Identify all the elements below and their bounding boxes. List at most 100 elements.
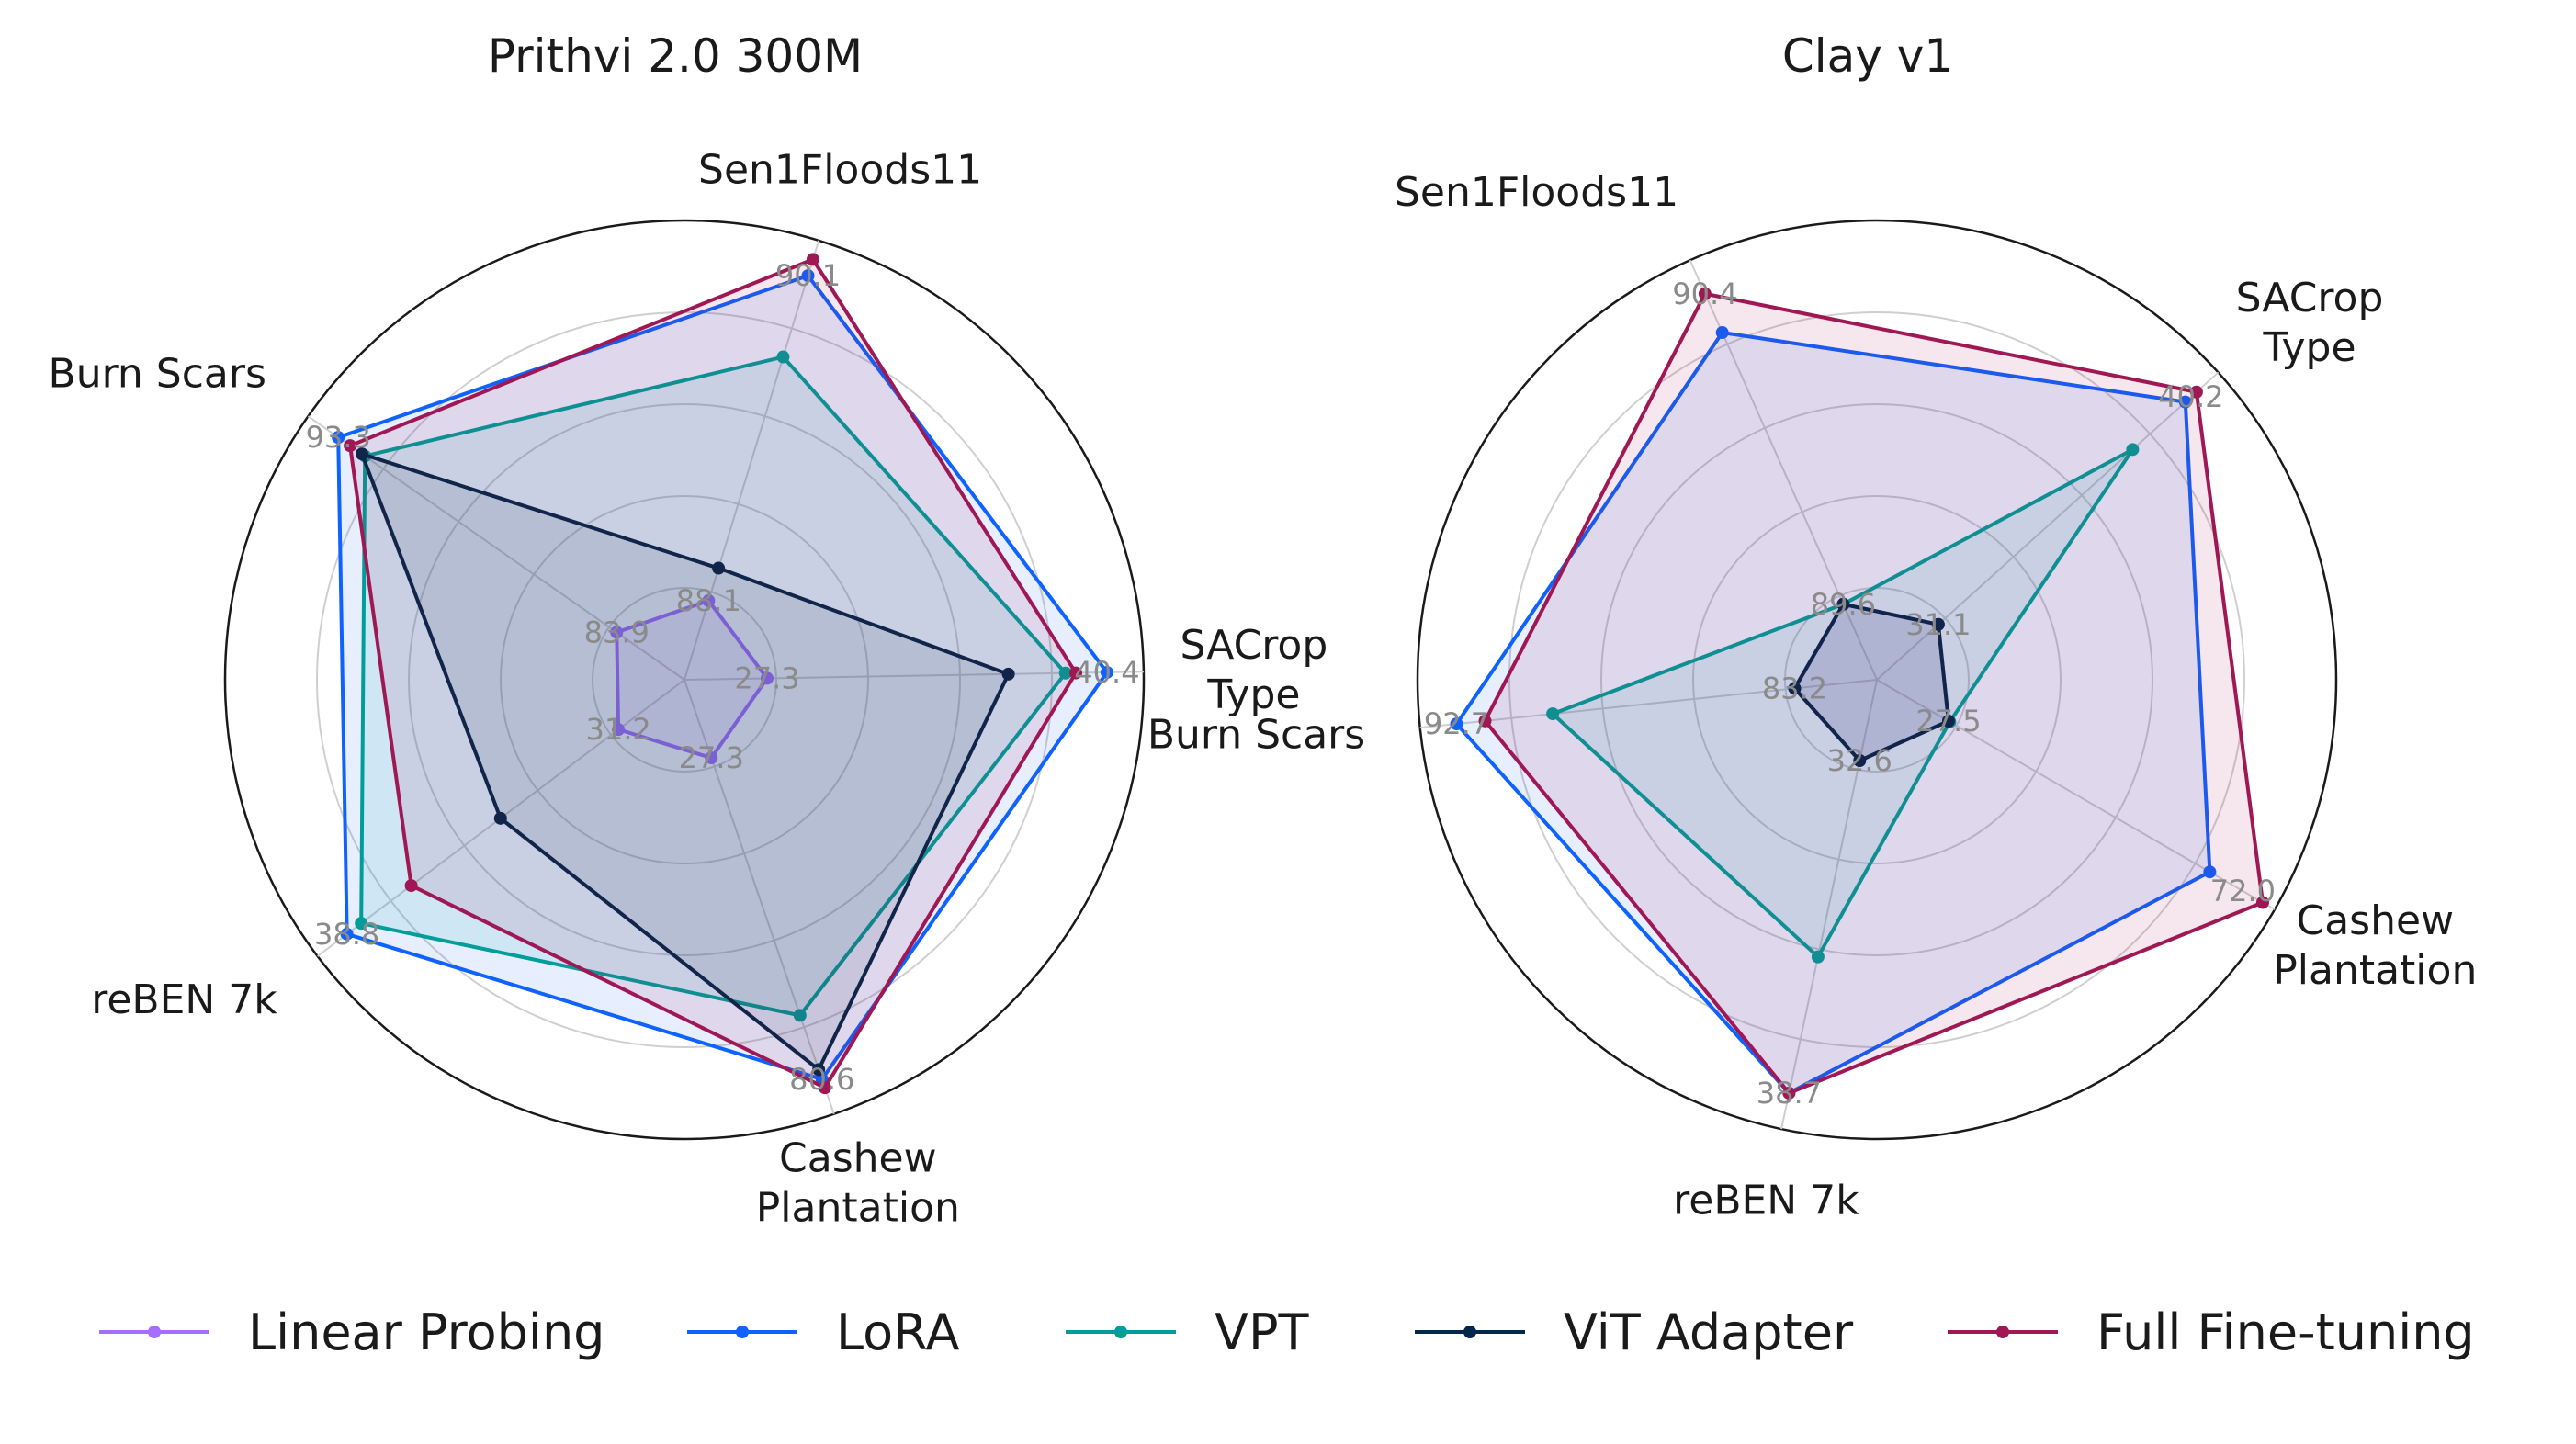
tick-label: 32.6: [1827, 743, 1892, 778]
tick-label: 93.3: [306, 420, 371, 455]
data-point: [1782, 1086, 1796, 1100]
data-point: [1715, 326, 1729, 340]
data-point: [2255, 896, 2269, 909]
axis-label-burn-scars: Burn Scars: [1147, 712, 1365, 759]
series-vpt: [355, 350, 1072, 1022]
data-point: [612, 723, 626, 737]
data-point: [1811, 950, 1825, 964]
data-point: [344, 439, 357, 453]
axis-label-reben-7k: reBEN 7k: [91, 976, 277, 1023]
axis-label-sen1floods11: Sen1Floods11: [698, 146, 982, 193]
data-point: [332, 431, 345, 445]
tick-label: 27.3: [679, 740, 744, 775]
data-point: [1853, 754, 1867, 768]
series-area-vit-adapter: [1792, 602, 1951, 763]
data-point: [1941, 715, 1955, 728]
grid-circle: [500, 495, 869, 864]
grid-circle: [408, 403, 961, 956]
series-linear-probing: [610, 593, 774, 765]
legend-marker: [1463, 1326, 1476, 1338]
radar-chart-prithvi-2-0-300m: Prithvi 2.0 300M 27.3 40.4 88.1 90.1 83.9 93.3…: [49, 29, 1328, 1231]
series-vit-adapter: [355, 447, 1015, 1077]
legend-label: LoRA: [836, 1303, 960, 1361]
data-point: [1058, 666, 1072, 680]
axis-label-sacrop-type: SACrop Type: [2236, 275, 2384, 371]
data-point: [806, 253, 819, 266]
axis-label-sacrop-type: SACrop Type: [1181, 622, 1328, 718]
tick-label: 89.6: [1811, 587, 1876, 622]
data-point: [818, 1081, 831, 1095]
axis-label-cashew-plantation: Cashew Plantation: [756, 1134, 960, 1231]
data-point: [2126, 443, 2140, 457]
axis-label-sen1floods11: Sen1Floods11: [1395, 169, 1678, 216]
legend-label: Linear Probing: [248, 1303, 604, 1361]
data-point: [1836, 597, 1850, 611]
data-point: [1450, 717, 1463, 731]
tick-label: 38.8: [314, 917, 379, 952]
outer-circle: [1416, 219, 2338, 1141]
axis-label-cashew-plantation: Cashew Plantation: [2273, 897, 2477, 994]
data-point: [1546, 707, 1560, 721]
tick-label: 80.6: [789, 1062, 854, 1097]
tick-label: 27.3: [734, 660, 799, 695]
data-point: [355, 447, 368, 461]
chart-title: Prithvi 2.0 300M: [488, 29, 863, 83]
legend-marker: [1114, 1326, 1127, 1338]
tick-label: 27.5: [1915, 704, 1981, 739]
legend-label: Full Fine-tuning: [2096, 1303, 2475, 1361]
legend-label: VPT: [1215, 1303, 1310, 1361]
axis-label-reben-7k: reBEN 7k: [1673, 1177, 1859, 1224]
tick-label: 92.7: [1424, 706, 1489, 741]
legend-marker: [1996, 1326, 2009, 1338]
legend-item-vit-adapter: ViT Adapter: [1415, 1303, 1854, 1361]
tick-label: 83.9: [584, 615, 650, 649]
legend-item-full-fine-tuning: Full Fine-tuning: [1948, 1303, 2475, 1361]
legend-item-lora: LoRA: [687, 1303, 960, 1361]
data-point: [2203, 865, 2217, 879]
axis-label-burn-scars: Burn Scars: [49, 350, 266, 397]
data-point: [1788, 682, 1802, 695]
legend-marker: [148, 1326, 161, 1338]
data-point: [1931, 617, 1945, 631]
data-point: [404, 879, 418, 893]
grid-circle: [592, 587, 777, 773]
data-point: [2189, 385, 2203, 399]
data-point: [1478, 714, 1492, 728]
tick-label: 31.2: [585, 712, 650, 747]
tick-label: 88.1: [676, 583, 741, 618]
tick-label: 72.0: [2210, 874, 2276, 908]
data-point: [801, 269, 815, 283]
data-point: [705, 751, 718, 765]
tick-label: 31.1: [1905, 607, 1971, 642]
grid-circle: [1692, 495, 2062, 864]
data-point: [2178, 395, 2192, 409]
data-point: [702, 593, 716, 607]
tick-label: 40.4: [1074, 655, 1139, 690]
legend: Linear Probing LoRA VPT ViT Adapter Full Fin…: [99, 1303, 2475, 1361]
data-point: [776, 350, 790, 364]
data-point: [610, 626, 624, 639]
legend-item-vpt: VPT: [1066, 1303, 1310, 1361]
series-area-full-fine-tuning: [1483, 291, 2265, 1096]
data-point: [1100, 665, 1113, 679]
tick-label: 90.1: [775, 258, 841, 293]
series-full-fine-tuning: [344, 253, 1083, 1095]
data-point: [1001, 667, 1015, 681]
chart-title: Clay v1: [1782, 29, 1953, 83]
data-point: [493, 811, 507, 825]
tick-label: 90.4: [1672, 276, 1737, 311]
tick-label: 38.7: [1757, 1076, 1822, 1111]
data-point: [812, 1063, 826, 1077]
legend-label: ViT Adapter: [1564, 1303, 1854, 1361]
series-area-linear-probing: [615, 598, 770, 761]
series-area-vpt: [1549, 447, 2135, 960]
tick-label: 40.2: [2158, 379, 2223, 414]
legend-item-linear-probing: Linear Probing: [99, 1303, 604, 1361]
data-point: [355, 917, 368, 931]
data-point: [1069, 666, 1083, 680]
radar-chart-clay-v1: Clay v1 31.1 40.2 89.6 90.4 83.2 92.7 32.6 38.7 2…: [1147, 29, 2478, 1224]
data-point: [1698, 287, 1712, 300]
series-full-fine-tuning: [1478, 287, 2269, 1100]
legend-marker: [736, 1326, 749, 1338]
series-area-lora: [1453, 330, 2212, 1096]
